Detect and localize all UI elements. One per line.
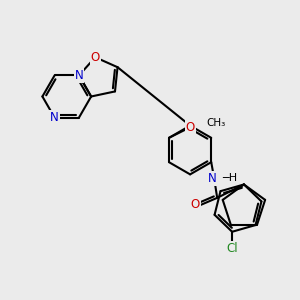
Text: O: O: [91, 51, 100, 64]
Text: N: N: [50, 111, 59, 124]
Text: Cl: Cl: [226, 242, 238, 255]
Text: CH₃: CH₃: [207, 118, 226, 128]
Text: N: N: [75, 69, 83, 82]
Text: N: N: [208, 172, 217, 185]
Text: ─H: ─H: [222, 173, 237, 183]
Text: O: O: [190, 198, 200, 211]
Text: O: O: [186, 121, 195, 134]
